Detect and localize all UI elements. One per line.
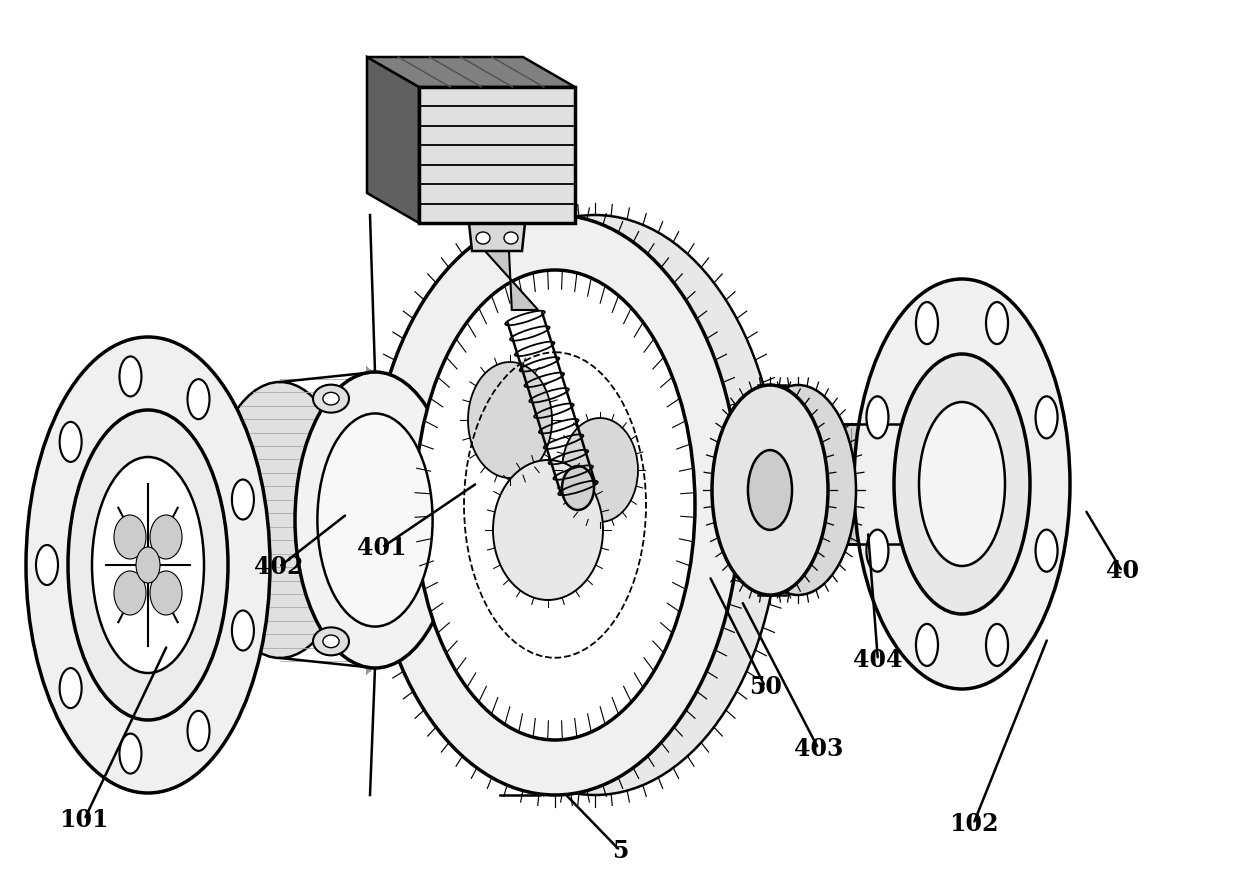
Polygon shape	[367, 57, 419, 223]
Ellipse shape	[312, 385, 348, 413]
Ellipse shape	[712, 385, 828, 595]
Ellipse shape	[476, 232, 490, 244]
Ellipse shape	[136, 547, 160, 583]
Ellipse shape	[854, 279, 1070, 689]
Ellipse shape	[919, 402, 1004, 566]
Ellipse shape	[467, 362, 552, 478]
Ellipse shape	[60, 668, 82, 708]
Ellipse shape	[494, 460, 603, 600]
Polygon shape	[419, 87, 575, 223]
Ellipse shape	[503, 232, 518, 244]
Ellipse shape	[370, 215, 740, 795]
Polygon shape	[485, 251, 538, 310]
Ellipse shape	[455, 270, 735, 740]
Text: 102: 102	[949, 812, 998, 836]
Ellipse shape	[26, 337, 270, 793]
Ellipse shape	[187, 711, 210, 750]
Ellipse shape	[740, 385, 856, 595]
Ellipse shape	[295, 372, 455, 668]
Ellipse shape	[415, 270, 694, 740]
Text: 404: 404	[853, 648, 903, 672]
Ellipse shape	[986, 624, 1008, 666]
Polygon shape	[469, 223, 525, 251]
Text: 101: 101	[60, 807, 109, 832]
Ellipse shape	[894, 354, 1030, 614]
Ellipse shape	[867, 530, 888, 571]
Ellipse shape	[867, 396, 888, 439]
Ellipse shape	[916, 302, 937, 344]
Ellipse shape	[562, 418, 639, 522]
Text: 403: 403	[794, 736, 843, 761]
Ellipse shape	[916, 624, 937, 666]
Ellipse shape	[150, 571, 182, 615]
Text: 50: 50	[749, 674, 781, 699]
Ellipse shape	[562, 466, 594, 510]
Ellipse shape	[208, 382, 352, 658]
Text: 401: 401	[357, 535, 407, 560]
Ellipse shape	[150, 515, 182, 559]
Ellipse shape	[410, 215, 780, 795]
Ellipse shape	[68, 410, 228, 720]
Ellipse shape	[1035, 530, 1058, 571]
Ellipse shape	[986, 302, 1008, 344]
Ellipse shape	[92, 457, 205, 673]
Ellipse shape	[114, 515, 146, 559]
Text: 5: 5	[611, 838, 629, 863]
Ellipse shape	[322, 392, 339, 405]
Polygon shape	[367, 57, 575, 87]
Polygon shape	[735, 424, 924, 544]
Ellipse shape	[119, 356, 141, 396]
Ellipse shape	[322, 635, 339, 648]
Ellipse shape	[36, 545, 58, 585]
Ellipse shape	[232, 610, 254, 650]
Ellipse shape	[60, 422, 82, 462]
Ellipse shape	[1035, 396, 1058, 439]
Text: 402: 402	[254, 555, 304, 579]
Ellipse shape	[232, 479, 254, 519]
Ellipse shape	[748, 450, 792, 530]
Ellipse shape	[317, 414, 433, 626]
Text: 40: 40	[1106, 559, 1138, 584]
Ellipse shape	[114, 571, 146, 615]
Ellipse shape	[312, 627, 348, 656]
Ellipse shape	[119, 734, 141, 773]
Ellipse shape	[187, 379, 210, 419]
